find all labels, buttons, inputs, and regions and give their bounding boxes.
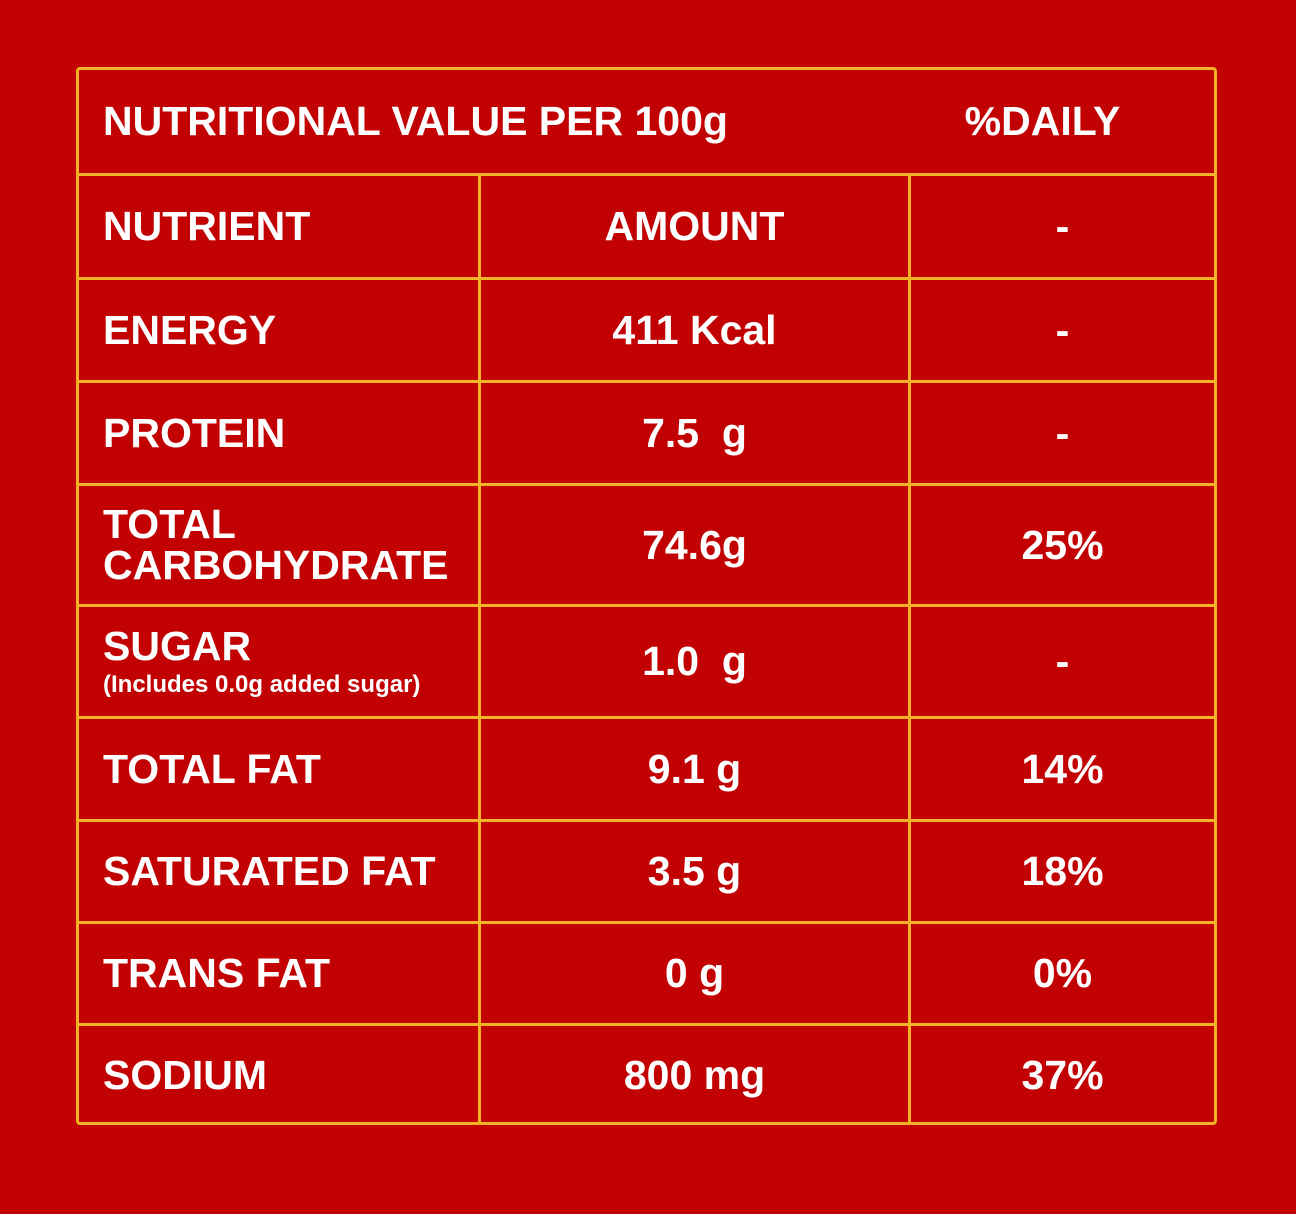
amount-cell: 1.0 g: [481, 607, 911, 716]
amount-cell: 0 g: [481, 924, 911, 1023]
nutrient-name: SODIUM: [103, 1052, 267, 1098]
nutrient-cell: TOTAL CARBOHYDRATE: [79, 486, 481, 604]
table-row: ENERGY 411 Kcal -: [79, 277, 1214, 380]
amount-cell: AMOUNT: [481, 176, 911, 277]
nutrient-note: (Includes 0.0g added sugar): [103, 671, 421, 698]
daily-cell: 25%: [1021, 521, 1104, 568]
daily-cell: 18%: [1021, 848, 1104, 894]
nutrient-name: PROTEIN: [103, 409, 286, 456]
table-row: SATURATED FAT 3.5 g 18%: [79, 819, 1214, 921]
header-daily: %DAILY: [964, 98, 1121, 144]
daily-cell: 0%: [1032, 950, 1093, 996]
daily-cell: -: [1055, 203, 1070, 249]
nutrient-cell: SATURATED FAT: [79, 822, 481, 921]
table-row: SODIUM 800 mg 37%: [79, 1023, 1214, 1125]
nutrient-name: SATURATED FAT: [103, 848, 436, 894]
daily-cell: -: [1055, 638, 1070, 684]
amount-cell: 800 mg: [481, 1026, 911, 1125]
header-title: NUTRITIONAL VALUE PER 100g: [103, 98, 728, 144]
amount-cell: 3.5 g: [481, 822, 911, 921]
nutrient-cell: PROTEIN: [79, 383, 481, 483]
table-row: TOTAL FAT 9.1 g 14%: [79, 716, 1214, 819]
amount-cell: 411 Kcal: [481, 280, 911, 380]
nutrient-cell: TRANS FAT: [79, 924, 481, 1023]
daily-cell: 14%: [1021, 745, 1104, 792]
daily-cell: -: [1055, 306, 1070, 353]
nutrition-table: NUTRITIONAL VALUE PER 100g %DAILY NUTRIE…: [76, 67, 1217, 1125]
amount-cell: 9.1 g: [481, 719, 911, 819]
nutrient-cell: SODIUM: [79, 1026, 481, 1125]
amount-cell: 7.5 g: [481, 383, 911, 483]
nutrient-name: TRANS FAT: [103, 950, 331, 996]
table-row: NUTRIENT AMOUNT -: [79, 173, 1214, 277]
nutrient-name: TOTAL CARBOHYDRATE: [103, 501, 449, 588]
nutrient-name: SUGAR: [103, 623, 252, 669]
nutrient-cell: SUGAR (Includes 0.0g added sugar): [79, 607, 481, 716]
table-row: TOTAL CARBOHYDRATE 74.6g 25%: [79, 483, 1214, 604]
table-row: TRANS FAT 0 g 0%: [79, 921, 1214, 1023]
daily-cell: 37%: [1021, 1052, 1104, 1098]
nutrient-name: TOTAL FAT: [103, 745, 321, 792]
table-row: PROTEIN 7.5 g -: [79, 380, 1214, 483]
amount-cell: 74.6g: [481, 486, 911, 604]
nutrient-cell: ENERGY: [79, 280, 481, 380]
header-row: NUTRITIONAL VALUE PER 100g %DAILY: [79, 70, 1214, 173]
nutrient-name: NUTRIENT: [103, 203, 311, 249]
table-row: SUGAR (Includes 0.0g added sugar) 1.0 g-: [79, 604, 1214, 716]
daily-cell: -: [1055, 409, 1070, 456]
nutrient-cell: TOTAL FAT: [79, 719, 481, 819]
nutrient-cell: NUTRIENT: [79, 176, 481, 277]
nutrient-name: ENERGY: [103, 306, 277, 353]
